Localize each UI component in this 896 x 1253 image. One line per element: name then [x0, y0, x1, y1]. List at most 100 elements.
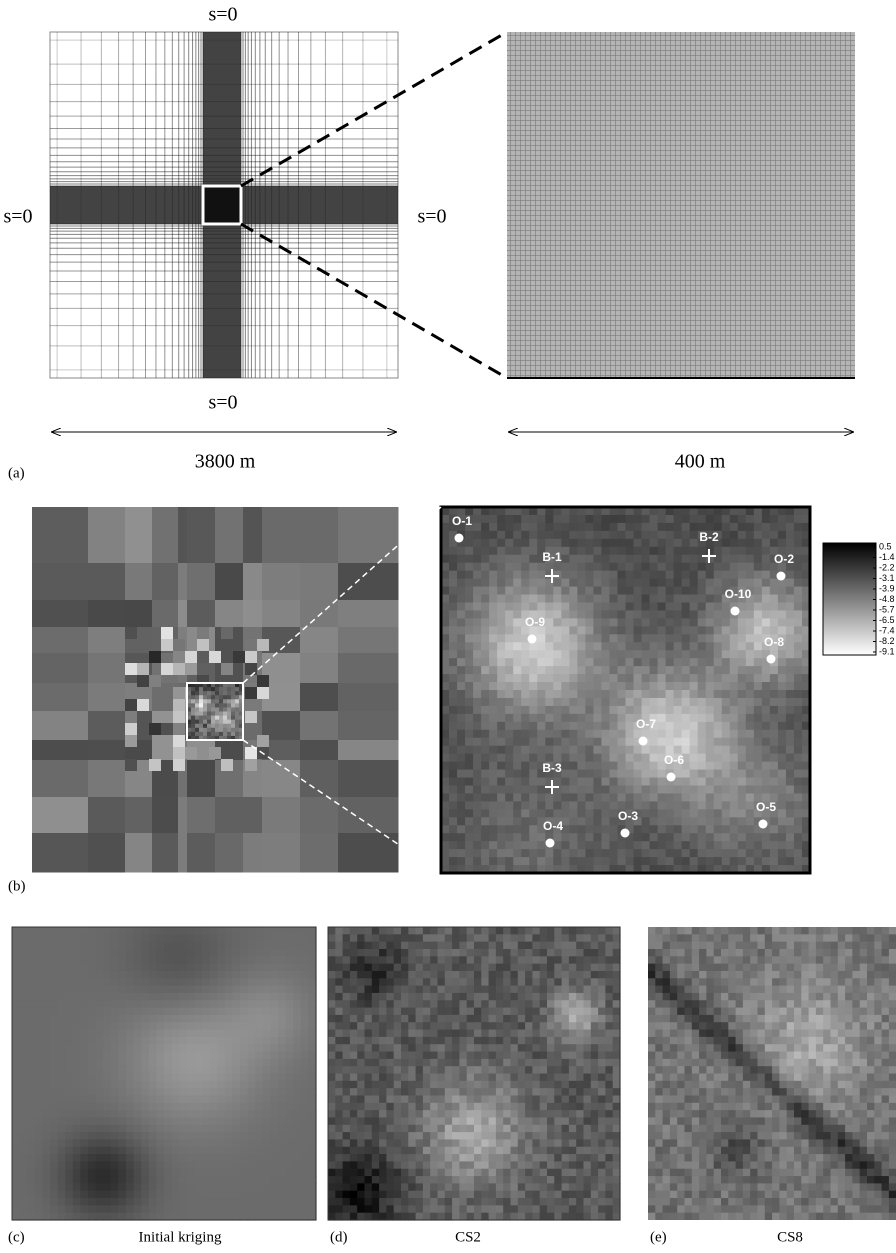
- cell: [452, 1147, 460, 1155]
- cell: [172, 1198, 180, 1206]
- cell: [609, 682, 618, 691]
- cell: [786, 801, 795, 810]
- cell: [674, 730, 683, 739]
- cell: [465, 579, 474, 588]
- cell: [42, 1052, 50, 1060]
- cell: [134, 1022, 142, 1030]
- cell: [308, 1139, 316, 1147]
- cell: [126, 1161, 134, 1169]
- cell: [690, 658, 699, 667]
- cell: [240, 978, 248, 986]
- cell: [50, 1037, 58, 1045]
- cell: [164, 1000, 172, 1008]
- cell: [199, 703, 204, 708]
- cell: [609, 841, 618, 850]
- cell: [650, 690, 659, 699]
- cell: [328, 1081, 336, 1089]
- cell: [473, 579, 482, 588]
- cell: [111, 1000, 119, 1008]
- cell: [357, 1030, 365, 1038]
- cell: [481, 722, 490, 731]
- cell: [459, 956, 467, 964]
- cell: [730, 754, 739, 763]
- cell: [577, 531, 586, 540]
- cell: [754, 515, 763, 524]
- cell: [682, 618, 691, 627]
- cell: [308, 1044, 316, 1052]
- cell: [706, 666, 715, 675]
- cell: [173, 759, 185, 771]
- cell: [219, 712, 224, 717]
- cell: [762, 682, 771, 691]
- cell: [225, 1015, 233, 1023]
- cell: [255, 1154, 263, 1162]
- cell: [65, 1132, 73, 1140]
- cell: [179, 1205, 187, 1213]
- cell: [278, 1132, 286, 1140]
- cell: [617, 658, 626, 667]
- cell: [642, 746, 651, 755]
- cell: [449, 833, 458, 842]
- cell: [164, 971, 172, 979]
- cell: [217, 956, 225, 964]
- cell: [215, 563, 244, 601]
- cell: [172, 1147, 180, 1155]
- cell: [545, 746, 554, 755]
- cell: [746, 515, 755, 524]
- cell: [465, 762, 474, 771]
- cell: [231, 707, 236, 712]
- cell: [350, 1030, 358, 1038]
- cell: [521, 809, 530, 818]
- cell: [338, 600, 399, 628]
- cell: [690, 690, 699, 699]
- cell: [577, 650, 586, 659]
- cell: [738, 523, 747, 532]
- cell: [372, 1139, 380, 1147]
- cell: [682, 674, 691, 683]
- cell: [465, 587, 474, 596]
- cell: [379, 934, 387, 942]
- cell: [459, 1139, 467, 1147]
- cell: [210, 1015, 218, 1023]
- cell: [235, 724, 240, 729]
- cell: [658, 650, 667, 659]
- cell: [58, 1081, 66, 1089]
- cell: [545, 539, 554, 548]
- cell: [343, 1044, 351, 1052]
- cell: [126, 934, 134, 942]
- cell: [609, 650, 618, 659]
- cell: [80, 1110, 88, 1118]
- cell: [481, 539, 490, 548]
- cell: [553, 618, 562, 627]
- cell: [58, 942, 66, 950]
- cell: [103, 1030, 111, 1038]
- cell: [379, 1176, 387, 1184]
- cell: [20, 1139, 28, 1147]
- cell: [217, 1154, 225, 1162]
- cell: [134, 1066, 142, 1074]
- cell: [35, 978, 43, 986]
- cell: [601, 833, 610, 842]
- cell: [513, 785, 522, 794]
- cell: [459, 1110, 467, 1118]
- cell: [489, 610, 498, 619]
- cell: [438, 1095, 446, 1103]
- cell: [335, 1161, 343, 1169]
- cell: [111, 1169, 119, 1177]
- cell: [459, 1000, 467, 1008]
- cell: [111, 978, 119, 986]
- cell: [408, 1183, 416, 1191]
- cell: [350, 1081, 358, 1089]
- cell: [690, 610, 699, 619]
- cell: [343, 1147, 351, 1155]
- cell: [674, 571, 683, 580]
- cell: [149, 1125, 157, 1133]
- cell: [35, 1095, 43, 1103]
- cell: [173, 723, 185, 735]
- cell: [778, 817, 787, 826]
- cell: [172, 1117, 180, 1125]
- cell: [379, 986, 387, 994]
- cell: [27, 1169, 35, 1177]
- cell: [372, 1205, 380, 1213]
- cell: [746, 523, 755, 532]
